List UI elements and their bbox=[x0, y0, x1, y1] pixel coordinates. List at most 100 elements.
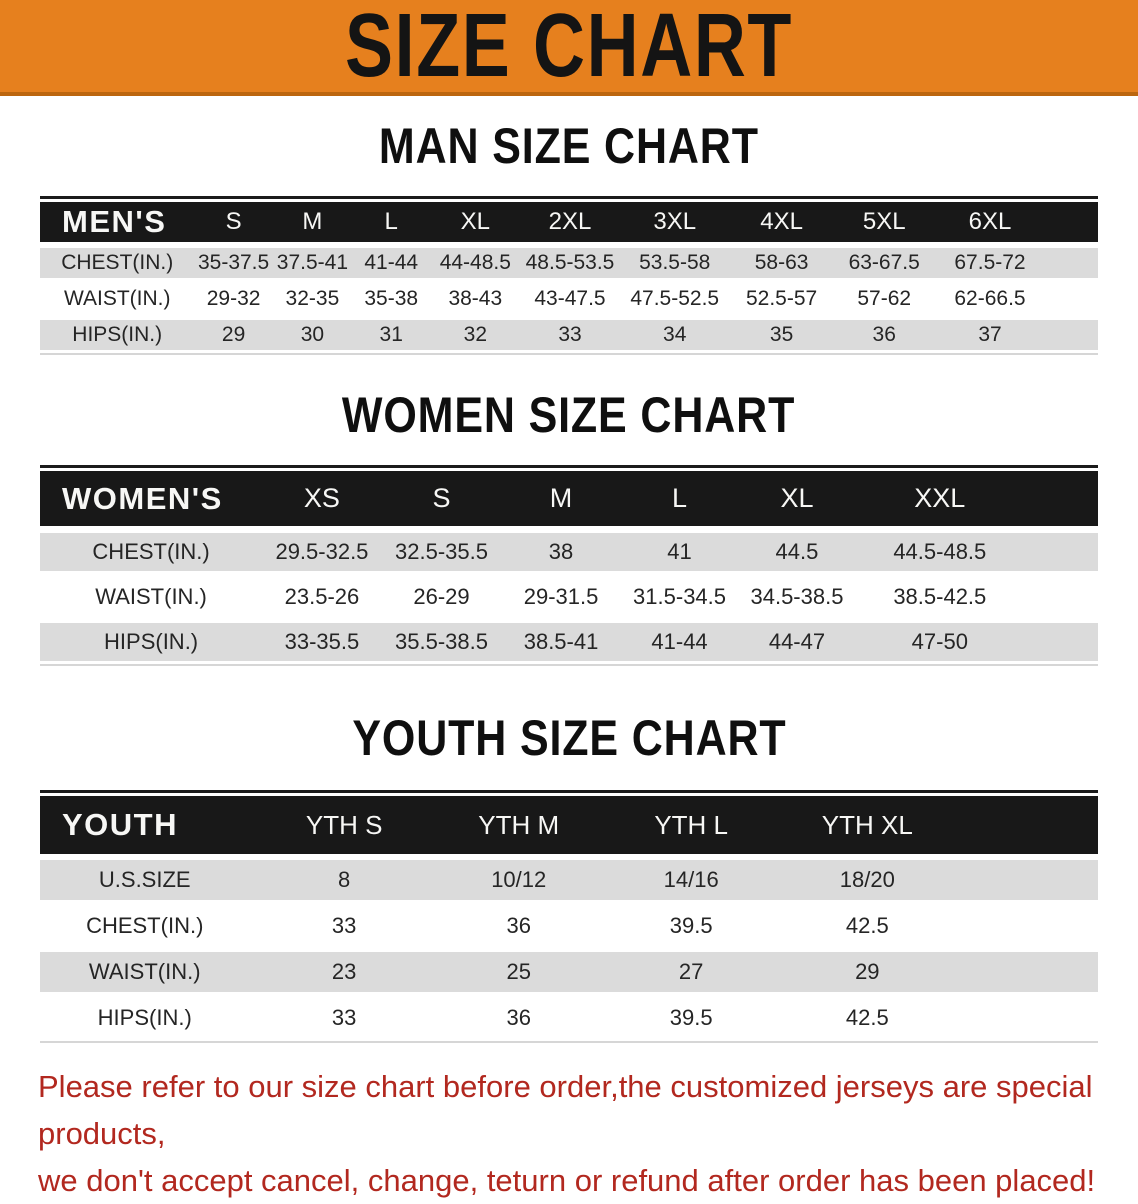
table-row: HIPS(IN.) 33-35.5 35.5-38.5 38.5-41 41-44 44-… bbox=[40, 623, 1098, 661]
row-label: WAIST(IN.) bbox=[95, 584, 207, 609]
table-cell: 36 bbox=[506, 913, 531, 938]
table-cell: 44-47 bbox=[768, 629, 826, 654]
table-cell: 33 bbox=[331, 913, 357, 938]
table-cell: 31.5-34.5 bbox=[633, 584, 727, 609]
column-header: YTH XL bbox=[821, 809, 913, 840]
table-row: WAIST(IN.) 29-32 32-35 35-38 38-43 43-47.5 47.… bbox=[40, 284, 1098, 314]
table-row: CHEST(IN.) 33 36 39.5 42.5 bbox=[40, 906, 1098, 946]
table-cell: 27 bbox=[678, 959, 704, 984]
row-label: WAIST(IN.) bbox=[63, 287, 171, 310]
column-header: XL bbox=[460, 208, 490, 235]
table-row: WAIST(IN.) 23.5-26 26-29 29-31.5 31.5-34.5 34… bbox=[40, 578, 1098, 616]
table-cell: 39.5 bbox=[669, 1005, 713, 1030]
table-cell: 10/12 bbox=[491, 867, 547, 892]
table-cell: 31 bbox=[379, 323, 403, 346]
table-cell: 47-50 bbox=[911, 629, 968, 654]
table-cell: 67.5-72 bbox=[954, 251, 1026, 274]
column-header: 4XL bbox=[760, 208, 803, 235]
table-cell: 44.5-48.5 bbox=[893, 539, 987, 564]
table-cell: 34 bbox=[663, 323, 687, 346]
table-cell: 25 bbox=[506, 959, 531, 984]
table-top-rule bbox=[40, 465, 1098, 468]
column-header: 2XL bbox=[548, 208, 592, 235]
table-cell: 37.5-41 bbox=[276, 251, 349, 274]
youth-section: YOUTH SIZE CHART YOUTH YTH S YTH M YTH L YTH … bbox=[0, 712, 1138, 1043]
table-cell: 29-32 bbox=[206, 287, 261, 310]
size-chart-sections: MAN SIZE CHART MEN'S S M L XL 2XL 3XL 4XL 5XL 6XL C… bbox=[0, 120, 1138, 1043]
table-cell: 38-43 bbox=[448, 287, 503, 310]
table-cell: 42.5 bbox=[845, 913, 889, 938]
table-cell: 32-35 bbox=[285, 287, 340, 310]
mens-section: MAN SIZE CHART MEN'S S M L XL 2XL 3XL 4XL 5XL 6XL C… bbox=[0, 120, 1138, 355]
youth-heading: YOUTH SIZE CHART bbox=[0, 712, 1138, 774]
row-label: HIPS(IN.) bbox=[104, 629, 199, 654]
table-cell: 57-62 bbox=[857, 287, 912, 310]
youth-table-header: YOUTH YTH S YTH M YTH L YTH XL bbox=[40, 796, 1098, 854]
table-row: U.S.SIZE 8 10/12 14/16 18/20 bbox=[40, 860, 1098, 900]
table-cell: 38.5-41 bbox=[523, 629, 599, 654]
table-cell: 8 bbox=[338, 867, 351, 892]
table-cell: 41 bbox=[667, 539, 692, 564]
womens-heading: WOMEN SIZE CHART bbox=[0, 389, 1138, 451]
table-cell: 29 bbox=[855, 959, 880, 984]
table-top-rule bbox=[40, 790, 1098, 793]
table-cell: 44.5 bbox=[775, 539, 819, 564]
table-cell: 47.5-52.5 bbox=[630, 287, 720, 310]
table-cell: 62-66.5 bbox=[954, 287, 1026, 310]
banner-title: SIZE CHART bbox=[345, 0, 793, 96]
table-cell: 36 bbox=[872, 323, 896, 346]
table-header-label: WOMEN'S bbox=[62, 480, 223, 516]
size-chart-banner: SIZE CHART bbox=[0, 0, 1138, 96]
mens-heading: MAN SIZE CHART bbox=[0, 120, 1138, 182]
column-header: YTH S bbox=[305, 809, 383, 840]
table-cell: 18/20 bbox=[839, 867, 895, 892]
table-cell: 43-47.5 bbox=[534, 287, 606, 310]
table-row: CHEST(IN.) 35-37.5 37.5-41 41-44 44-48.5 48.5… bbox=[40, 248, 1098, 278]
column-header: M bbox=[549, 483, 573, 513]
table-cell: 29-31.5 bbox=[523, 584, 599, 609]
mens-table-header: MEN'S S M L XL 2XL 3XL 4XL 5XL 6XL bbox=[40, 202, 1098, 242]
table-cell: 34.5-38.5 bbox=[750, 584, 844, 609]
row-label: HIPS(IN.) bbox=[97, 1005, 192, 1030]
table-cell: 14/16 bbox=[663, 867, 719, 892]
table-cell: 35.5-38.5 bbox=[395, 629, 488, 654]
table-cell: 41-44 bbox=[651, 629, 708, 654]
mens-table: MEN'S S M L XL 2XL 3XL 4XL 5XL 6XL CHEST(IN.) 35-37… bbox=[40, 196, 1098, 355]
row-label: CHEST(IN.) bbox=[61, 251, 174, 274]
table-bottom-rule bbox=[40, 664, 1098, 666]
row-label: U.S.SIZE bbox=[98, 867, 191, 892]
table-cell: 32.5-35.5 bbox=[395, 539, 488, 564]
table-cell: 32 bbox=[463, 323, 487, 346]
section-heading-text: WOMEN SIZE CHART bbox=[342, 387, 796, 443]
table-cell: 35 bbox=[769, 323, 794, 346]
table-cell: 48.5-53.5 bbox=[525, 251, 615, 274]
table-cell: 39.5 bbox=[669, 913, 713, 938]
row-label: CHEST(IN.) bbox=[86, 913, 204, 938]
table-cell: 30 bbox=[300, 323, 325, 346]
table-row: HIPS(IN.) 29 30 31 32 33 34 35 36 37 bbox=[40, 320, 1098, 350]
table-cell: 33-35.5 bbox=[284, 629, 360, 654]
column-header: S bbox=[225, 208, 242, 235]
column-header: M bbox=[302, 208, 323, 235]
table-cell: 29 bbox=[221, 323, 246, 346]
table-cell: 63-67.5 bbox=[848, 251, 920, 274]
table-cell: 37 bbox=[978, 323, 1002, 346]
column-header: 5XL bbox=[862, 208, 906, 235]
section-heading-text: MAN SIZE CHART bbox=[379, 118, 759, 174]
table-row: HIPS(IN.) 33 36 39.5 42.5 bbox=[40, 998, 1098, 1038]
table-cell: 29.5-32.5 bbox=[275, 539, 369, 564]
column-header: S bbox=[432, 483, 451, 513]
column-header: 3XL bbox=[653, 208, 697, 235]
table-top-rule bbox=[40, 196, 1098, 199]
table-cell: 33 bbox=[331, 1005, 357, 1030]
table-header-label: YOUTH bbox=[62, 807, 178, 842]
table-cell: 38.5-42.5 bbox=[893, 584, 987, 609]
column-header: L bbox=[672, 483, 688, 513]
table-bottom-rule bbox=[40, 353, 1098, 355]
column-header: YTH M bbox=[478, 809, 560, 840]
table-cell: 53.5-58 bbox=[639, 251, 711, 274]
table-cell: 58-63 bbox=[754, 251, 809, 274]
order-notice-line-1: Please refer to our size chart before or… bbox=[38, 1069, 1093, 1151]
table-cell: 38 bbox=[548, 539, 574, 564]
column-header: XXL bbox=[914, 483, 966, 513]
